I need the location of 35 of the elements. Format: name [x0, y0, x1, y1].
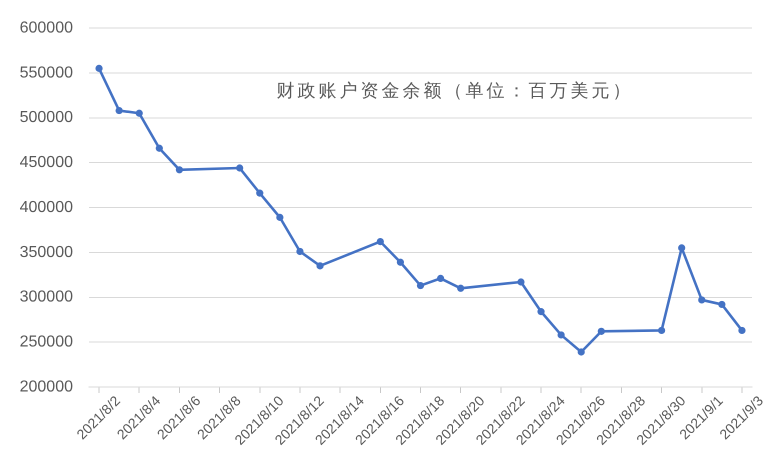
- text: 财政账户资金余额（单位：百万美元）: [276, 80, 634, 102]
- point: [296, 248, 304, 256]
- point: [537, 308, 545, 316]
- point: [276, 214, 284, 221]
- y-tick-label: 550000: [20, 64, 74, 82]
- point: [156, 144, 163, 152]
- point: [457, 284, 464, 292]
- point: [376, 238, 384, 246]
- point: [95, 64, 103, 72]
- y-tick-label: 450000: [20, 154, 74, 172]
- point: [136, 110, 143, 117]
- point: [678, 244, 686, 252]
- point: [236, 164, 244, 172]
- point: [658, 326, 666, 334]
- y-tick-label: 300000: [20, 288, 74, 306]
- point: [436, 274, 444, 282]
- point: [256, 190, 264, 197]
- y-tick-label: 400000: [20, 198, 74, 216]
- point: [558, 331, 565, 339]
- y-tick-label: 200000: [20, 378, 74, 396]
- y-tick-label: 250000: [20, 334, 74, 351]
- point: [578, 348, 585, 356]
- point: [517, 278, 525, 286]
- point: [116, 106, 123, 114]
- point: [598, 328, 605, 335]
- y-tick-label: 500000: [20, 109, 74, 126]
- point: [718, 300, 726, 308]
- point: [416, 282, 424, 290]
- point: [396, 258, 404, 266]
- point: [176, 166, 184, 174]
- y-tick-label: 600000: [20, 19, 74, 36]
- point: [738, 326, 746, 334]
- point: [316, 262, 324, 270]
- y-tick-label: 350000: [20, 244, 74, 261]
- point: [698, 296, 706, 304]
